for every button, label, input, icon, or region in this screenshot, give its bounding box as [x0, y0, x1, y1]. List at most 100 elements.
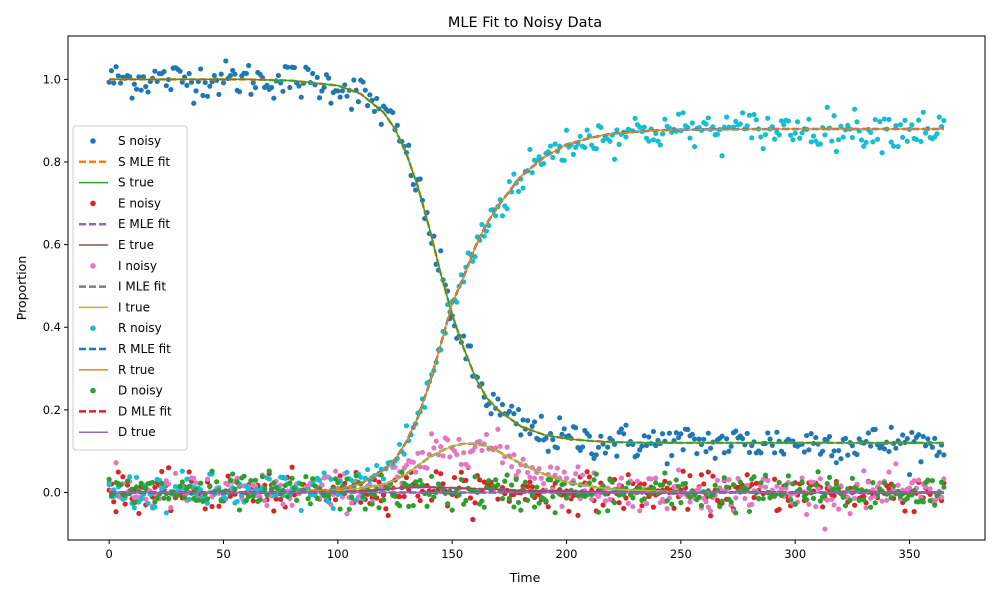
s-true-line [109, 78, 944, 444]
scatter-point [431, 233, 437, 239]
scatter-point [778, 486, 785, 492]
scatter-point [799, 479, 805, 485]
scatter-point [193, 88, 199, 94]
scatter-point [209, 468, 215, 474]
scatter-point [932, 502, 938, 508]
scatter-point [746, 112, 753, 118]
scatter-point [570, 151, 576, 157]
scatter-point [849, 134, 855, 141]
scatter-point [145, 500, 151, 507]
scatter-point [223, 58, 229, 64]
scatter-point [225, 473, 231, 479]
scatter-point [900, 432, 906, 438]
legend-item: E noisy [90, 196, 161, 210]
scatter-point [499, 460, 506, 466]
scatter-point [820, 448, 826, 454]
scatter-point [749, 135, 755, 141]
scatter-point [886, 116, 892, 123]
scatter-point [760, 496, 766, 502]
scatter-point [552, 141, 558, 147]
scatter-point [454, 452, 460, 458]
x-axis: 0 50 100 150 200 250 300 350 [105, 540, 921, 561]
scatter-point [140, 74, 147, 80]
scatter-point [154, 495, 160, 501]
scatter-point [707, 445, 714, 451]
scatter-point [765, 115, 771, 121]
scatter-point [134, 494, 140, 500]
scatter-point [897, 122, 903, 128]
scatter-point [858, 487, 865, 493]
scatter-point [184, 82, 190, 88]
scatter-point [902, 508, 908, 514]
scatter-point [193, 486, 199, 493]
scatter-point [438, 248, 444, 254]
scatter-point [534, 484, 540, 490]
scatter-point [698, 472, 705, 478]
scatter-point [227, 72, 233, 79]
scatter-point [332, 497, 339, 503]
scatter-point [906, 471, 913, 478]
scatter-point [852, 106, 858, 112]
scatter-point [758, 480, 764, 486]
scatter-point [810, 133, 817, 139]
legend-label: E true [118, 238, 154, 252]
scatter-point [675, 434, 682, 441]
scatter-point [239, 492, 245, 499]
scatter-point [412, 479, 419, 485]
scatter-point [531, 504, 538, 510]
scatter-point [513, 476, 519, 483]
scatter-point [680, 110, 686, 116]
scatter-point [163, 83, 169, 89]
scatter-point [481, 504, 487, 510]
legend-label: I MLE fit [118, 280, 166, 294]
scatter-point [371, 492, 378, 498]
scatter-point [744, 123, 750, 129]
scatter-point [637, 447, 643, 453]
scatter-point [463, 477, 469, 483]
scatter-point [362, 506, 368, 512]
scatter-point [801, 449, 807, 455]
scatter-point [762, 131, 769, 138]
scatter-point [515, 188, 522, 195]
scatter-point [820, 504, 826, 510]
scatter-point [543, 498, 549, 504]
scatter-point [776, 506, 782, 512]
scatter-point [607, 138, 613, 144]
scatter-point [719, 433, 725, 439]
scatter-point [918, 138, 924, 145]
scatter-point [783, 482, 789, 488]
scatter-point [737, 121, 743, 127]
scatter-point [840, 134, 846, 140]
scatter-point [287, 84, 293, 91]
scatter-point [506, 408, 512, 414]
scatter-point [451, 474, 458, 481]
scatter-point [134, 86, 140, 92]
scatter-point [842, 435, 849, 442]
scatter-point [138, 496, 144, 502]
scatter-point [248, 91, 254, 97]
scatter-point [781, 122, 787, 128]
scatter-point [465, 464, 471, 470]
scatter-point [330, 505, 336, 512]
scatter-point [831, 113, 837, 119]
scatter-point [563, 127, 570, 133]
scatter-point [417, 497, 423, 504]
scatter-point [472, 254, 478, 260]
scatter-point [161, 68, 167, 75]
scatter-point [781, 451, 787, 457]
scatter-point [728, 499, 734, 505]
scatter-point [822, 526, 828, 532]
scatter-point [143, 496, 149, 502]
scatter-point [913, 136, 919, 143]
scatter-point [669, 501, 675, 507]
scatter-point [749, 501, 755, 507]
scatter-point [609, 479, 615, 485]
scatter-point [936, 449, 942, 455]
scatter-point [339, 88, 346, 94]
scatter-point [575, 492, 581, 499]
scatter-point [932, 435, 938, 442]
scatter-point [554, 445, 560, 451]
scatter-point [852, 502, 858, 508]
scatter-point [383, 506, 389, 512]
scatter-point [472, 474, 478, 480]
